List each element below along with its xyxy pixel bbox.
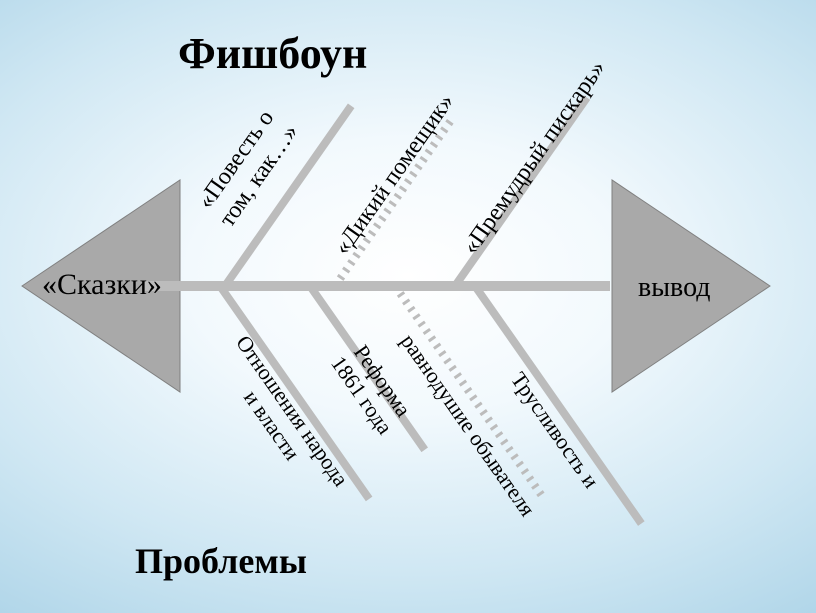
- fishbone-svg: [0, 0, 816, 613]
- top-bone-1: [335, 118, 453, 286]
- diagram-title: Фишбоун: [178, 28, 367, 79]
- diagram-subtitle: Проблемы: [135, 540, 307, 582]
- head-label: «Сказки»: [42, 268, 162, 302]
- fishbone-canvas: Фишбоун Проблемы «Сказки» вывод «Повесть…: [0, 0, 816, 613]
- tail-label: вывод: [638, 272, 711, 304]
